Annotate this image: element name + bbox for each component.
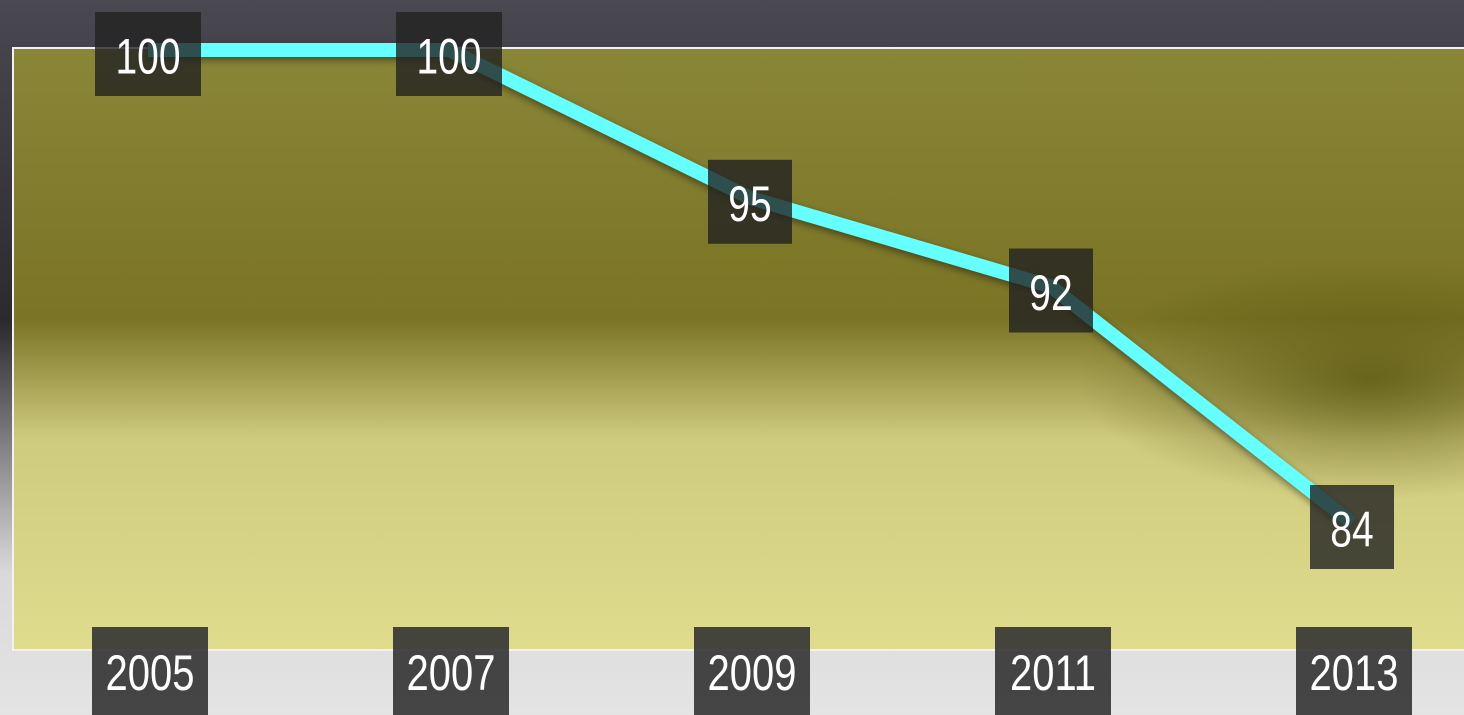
value-label: 84: [1330, 501, 1373, 558]
x-tick-label: 2009: [708, 645, 797, 701]
x-tick-label: 2013: [1310, 645, 1399, 701]
plot-shade: [13, 48, 1464, 650]
value-label: 100: [416, 28, 481, 85]
value-label: 100: [115, 28, 180, 85]
value-label: 92: [1029, 264, 1072, 321]
chart: 2005 2007 2009 2011 2013 100 100 95 92 84: [0, 0, 1464, 715]
x-tick-label: 2011: [1010, 645, 1096, 701]
x-tick-label: 2005: [106, 645, 195, 701]
value-label: 95: [728, 175, 771, 232]
x-tick-label: 2007: [407, 645, 496, 701]
page: {"chart_data": {"type": "line", "categor…: [0, 0, 1464, 715]
